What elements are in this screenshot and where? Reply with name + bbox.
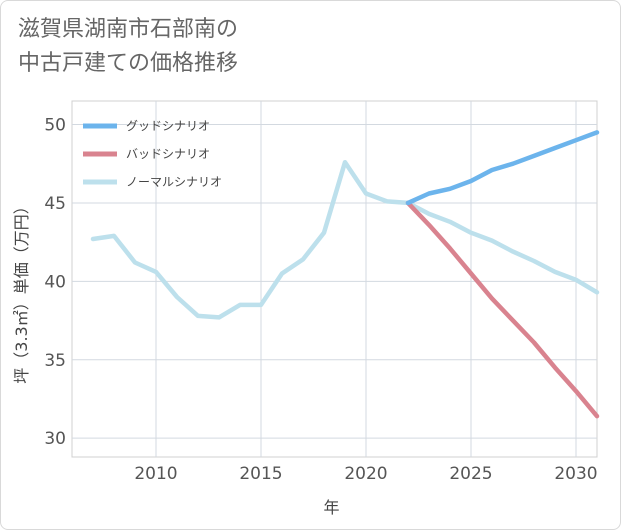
- series-lines: [90, 130, 600, 419]
- x-tick-label: 2025: [449, 464, 492, 484]
- legend-label-2: バッドシナリオ: [126, 147, 210, 161]
- axes: 30 35 40 45 50 2010 2015 2020 2025 2030: [44, 116, 597, 484]
- x-tick-label: 2010: [134, 464, 177, 484]
- x-tick-label: 2020: [344, 464, 387, 484]
- x-axis-title: 年: [323, 498, 339, 517]
- series-line-3: [90, 159, 600, 320]
- y-tick-label: 35: [44, 351, 66, 371]
- chart-title: 滋賀県湖南市石部南の 中古戸建ての価格推移: [18, 13, 338, 81]
- x-tick-label: 2015: [239, 464, 282, 484]
- y-tick-label: 50: [44, 116, 66, 136]
- grid-lines: [71, 100, 598, 458]
- legend-label-3: ノーマルシナリオ: [126, 175, 222, 189]
- y-tick-label: 30: [44, 429, 66, 449]
- series-line-1: [405, 130, 600, 206]
- x-tick-label: 2030: [554, 464, 597, 484]
- plot-frame: [71, 100, 598, 458]
- y-tick-label: 40: [44, 272, 66, 292]
- legend-label-1: グッドシナリオ: [126, 119, 210, 133]
- chart-title-line-1: 滋賀県湖南市石部南の: [18, 17, 239, 42]
- y-axis-title: 坪（3.3㎡）単価（万円）: [12, 198, 31, 383]
- series-line-2: [405, 200, 600, 419]
- chart-title-line-2: 中古戸建ての価格推移: [18, 51, 239, 76]
- y-tick-label: 45: [44, 194, 66, 214]
